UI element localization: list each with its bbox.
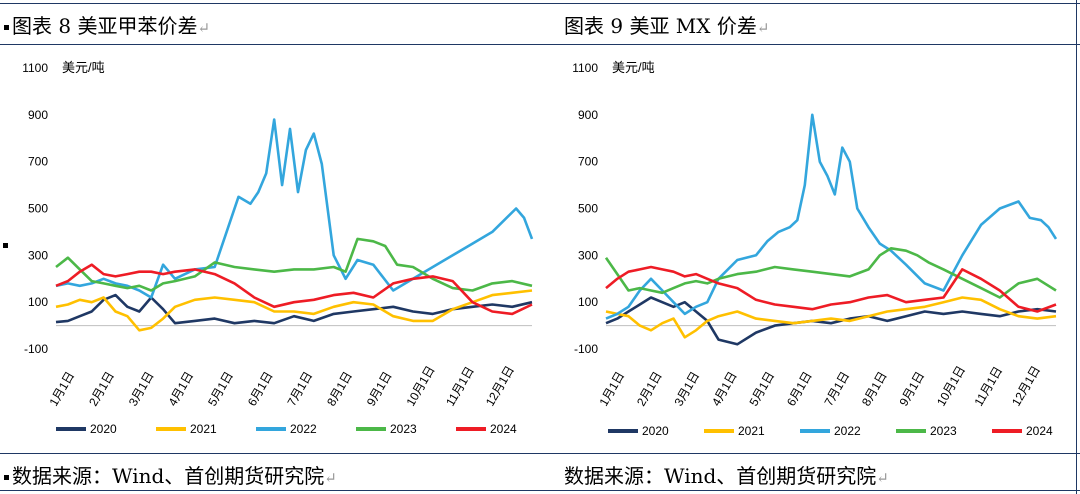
x-tick-label: 9月1日 <box>364 369 395 408</box>
legend-label: 2023 <box>930 424 957 438</box>
series-line-2021 <box>55 289 533 332</box>
x-tick-label: 11月1日 <box>443 364 477 408</box>
bullet-mark <box>4 25 9 30</box>
top-border <box>0 3 1080 4</box>
x-tick-label: 2月1日 <box>86 369 117 408</box>
legend-label: 2024 <box>1026 424 1053 438</box>
y-unit-label: 美元/吨 <box>612 60 655 75</box>
y-tick-label: -100 <box>24 342 48 356</box>
legend-label: 2024 <box>490 422 517 436</box>
series-line-2022 <box>55 118 534 299</box>
y-tick-label: 700 <box>28 155 48 169</box>
x-tick-label: 11月1日 <box>971 364 1005 408</box>
series-line-2023 <box>604 247 1057 299</box>
y-tick-label: 100 <box>578 295 598 309</box>
x-tick-label: 10月1日 <box>934 363 968 408</box>
legend-label: 2020 <box>642 424 669 438</box>
y-tick-label: 500 <box>578 202 598 216</box>
legend-label: 2021 <box>738 424 765 438</box>
y-tick-label: 900 <box>28 108 48 122</box>
right-chart-title: 图表 9 美亚 MX 价差↵ <box>564 10 769 39</box>
right-source-text: 数据来源：Wind、首创期货研究院 <box>564 464 877 488</box>
y-tick-label: 700 <box>578 155 598 169</box>
y-tick-label: 500 <box>28 202 48 216</box>
x-tick-label: 5月1日 <box>205 369 236 408</box>
right-border <box>1076 0 1077 494</box>
return-mark: ↵ <box>876 469 889 487</box>
source-divider <box>0 453 1080 454</box>
y-tick-label: 300 <box>578 248 598 262</box>
y-unit-label: 美元/吨 <box>62 60 105 75</box>
right-title-text: 图表 9 美亚 MX 价差 <box>564 14 757 38</box>
x-tick-label: 1月1日 <box>46 369 77 408</box>
bullet-mark <box>4 475 9 480</box>
series-line-2024 <box>605 265 1057 313</box>
legend-label: 2020 <box>90 422 117 436</box>
x-tick-label: 6月1日 <box>245 369 276 408</box>
legend-label: 2022 <box>834 424 861 438</box>
right-source-note: 数据来源：Wind、首创期货研究院↵ <box>564 460 889 489</box>
left-chart-title: 图表 8 美亚甲苯价差↵ <box>4 10 210 39</box>
x-tick-label: 8月1日 <box>324 369 355 408</box>
y-tick-label: 1100 <box>572 61 598 75</box>
bottom-border <box>0 490 1080 491</box>
legend-label: 2023 <box>390 422 417 436</box>
return-mark: ↵ <box>197 19 211 37</box>
series-line-2023 <box>55 237 533 292</box>
x-tick-label: 1月1日 <box>596 369 627 408</box>
x-tick-label: 4月1日 <box>709 369 740 408</box>
x-tick-label: 6月1日 <box>784 369 815 408</box>
return-mark: ↵ <box>324 469 337 487</box>
left-source-note: 数据来源：Wind、首创期货研究院↵ <box>4 460 337 489</box>
left-title-text: 图表 8 美亚甲苯价差 <box>12 14 198 38</box>
y-tick-label: 100 <box>28 295 48 309</box>
y-tick-label: 300 <box>28 248 48 262</box>
series-line-2021 <box>605 296 1057 339</box>
header-divider <box>0 44 1080 45</box>
x-tick-label: 3月1日 <box>671 369 702 408</box>
x-tick-label: 7月1日 <box>821 369 852 408</box>
series-line-2020 <box>55 293 533 325</box>
x-tick-label: 9月1日 <box>896 369 927 408</box>
x-tick-label: 12月1日 <box>483 363 517 408</box>
x-tick-label: 4月1日 <box>165 369 196 408</box>
x-tick-label: 12月1日 <box>1009 363 1043 408</box>
x-tick-label: 7月1日 <box>284 369 315 408</box>
paragraph-bullet <box>3 243 8 248</box>
x-tick-label: 8月1日 <box>859 369 890 408</box>
series-line-2022 <box>605 113 1058 320</box>
legend-label: 2021 <box>190 422 217 436</box>
legend-label: 2022 <box>290 422 317 436</box>
return-mark: ↵ <box>756 19 770 37</box>
x-tick-label: 3月1日 <box>126 369 157 408</box>
y-tick-label: -100 <box>574 342 598 356</box>
y-tick-label: 1100 <box>22 61 48 75</box>
y-tick-label: 900 <box>578 108 598 122</box>
x-tick-label: 5月1日 <box>746 369 777 408</box>
x-tick-label: 10月1日 <box>403 363 437 408</box>
toluene-spread-chart: -100 100 300 500 700 900 1100 美元/吨 1月1日 2月1日 3月1日 4… <box>22 60 534 436</box>
left-source-text: 数据来源：Wind、首创期货研究院 <box>12 464 325 488</box>
series-line-2024 <box>55 263 533 316</box>
mx-spread-chart: -100 100 300 500 700 900 1100 美元/吨 1月1日 2月1日 3月1日 4… <box>572 60 1058 438</box>
x-tick-label: 2月1日 <box>634 369 665 408</box>
